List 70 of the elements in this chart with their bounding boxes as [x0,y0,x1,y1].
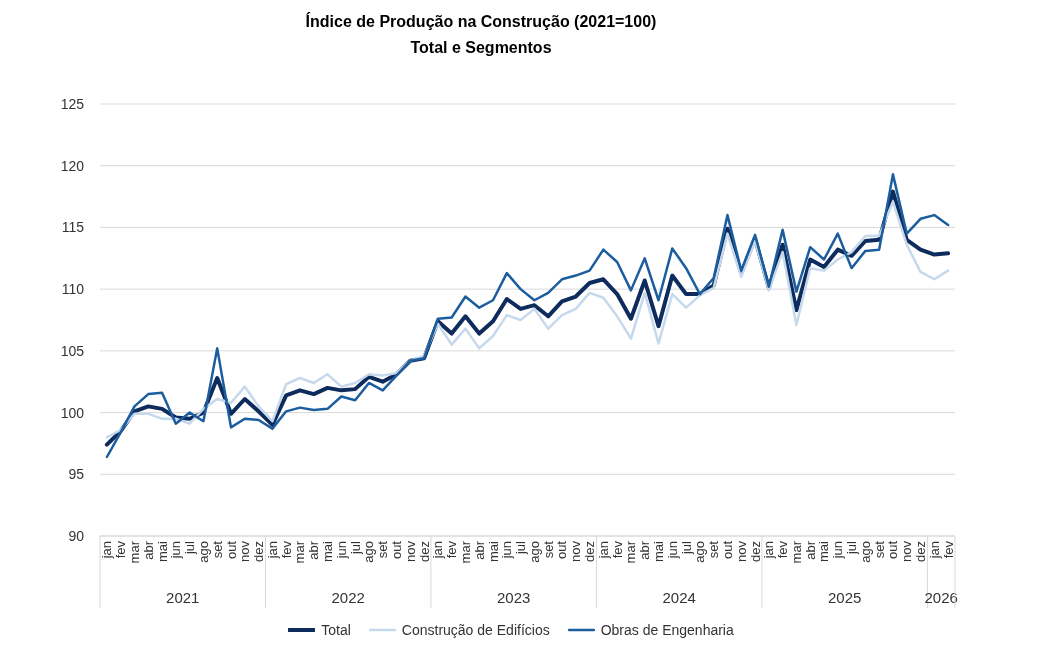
x-tick-label: abr [471,540,487,560]
x-tick-label: dez [416,541,432,562]
x-tick-label: fev [444,540,460,559]
x-tick-label: mar [457,540,473,564]
x-tick-label: jul [678,540,694,556]
text: 2026 [924,588,958,606]
x-tick-label: abr [637,540,653,560]
x-tick-label: mai [154,540,170,562]
x-tick-label: jun [664,541,680,560]
x-tick-label: jun [499,541,515,560]
x-tick-label: jun [168,541,184,560]
x-tick-label: jul [513,540,529,556]
y-tick-label: 105 [60,342,85,359]
x-tick-label: mar [788,540,804,564]
x-tick-label: jan [264,541,280,560]
x-tick-label: abr [306,540,322,560]
x-tick-label: nov [402,540,418,562]
x-tick-label: mai [320,540,336,562]
y-tick-label: 120 [60,157,85,174]
x-tick-label: dez [747,541,763,562]
x-tick-label: jul [844,540,860,556]
chart-subtitle: Total e Segmentos [409,38,553,58]
x-tick-label: abr [140,540,156,560]
x-tick-label: set [706,540,722,559]
y-tick-label: 115 [61,219,85,236]
y-tick-label: 100 [60,404,85,421]
x-tick-label: mar [292,540,308,564]
text: 2025 [827,588,862,606]
x-tick-label: out [388,540,404,560]
x-tick-label: jan [595,541,611,560]
x-tick-label: out [885,540,901,560]
x-tick-label: set [375,540,391,559]
y-tick-label: 125 [60,95,85,112]
legend-label: Construção de Edifícios [401,622,550,638]
x-tick-label: out [554,540,570,560]
x-tick-label: jun [333,541,349,560]
x-tick-label: mar [126,540,142,564]
chart-title: Índice de Produção na Construção (2021=100) [304,11,658,32]
x-tick-label: fev [113,540,129,559]
text: 2023 [497,588,531,606]
text: 2021 [166,588,200,606]
x-tick-label: out [223,540,239,560]
x-tick-label: nov [733,540,749,562]
x-tick-label: jul [182,540,198,556]
x-tick-label: jan [99,541,115,560]
x-tick-label: nov [899,540,915,562]
x-tick-label: fev [775,540,791,559]
x-tick-label: jan [926,541,942,560]
x-tick-label: dez [251,541,267,562]
text: 2024 [662,588,696,606]
x-tick-label: jan [430,541,446,560]
legend-label: Obras de Engenharia [600,622,734,638]
x-tick-label: mai [651,540,667,562]
x-tick-label: abr [802,540,818,560]
y-tick-label: 110 [61,281,85,298]
x-tick-label: jul [347,540,363,556]
x-tick-label: mai [816,540,832,562]
legend-label: Total [321,622,351,638]
x-tick-label: out [719,540,735,560]
x-tick-label: nov [237,540,253,562]
x-tick-label: mar [623,540,639,564]
x-tick-label: dez [582,541,598,562]
text: 2022 [331,588,365,606]
y-tick-label: 95 [68,466,85,483]
x-tick-label: jun [830,541,846,560]
y-tick-label: 90 [68,527,85,544]
x-tick-label: nov [568,540,584,562]
x-tick-label: jan [761,541,777,560]
x-tick-label: dez [913,541,929,562]
x-tick-label: mai [485,540,501,562]
